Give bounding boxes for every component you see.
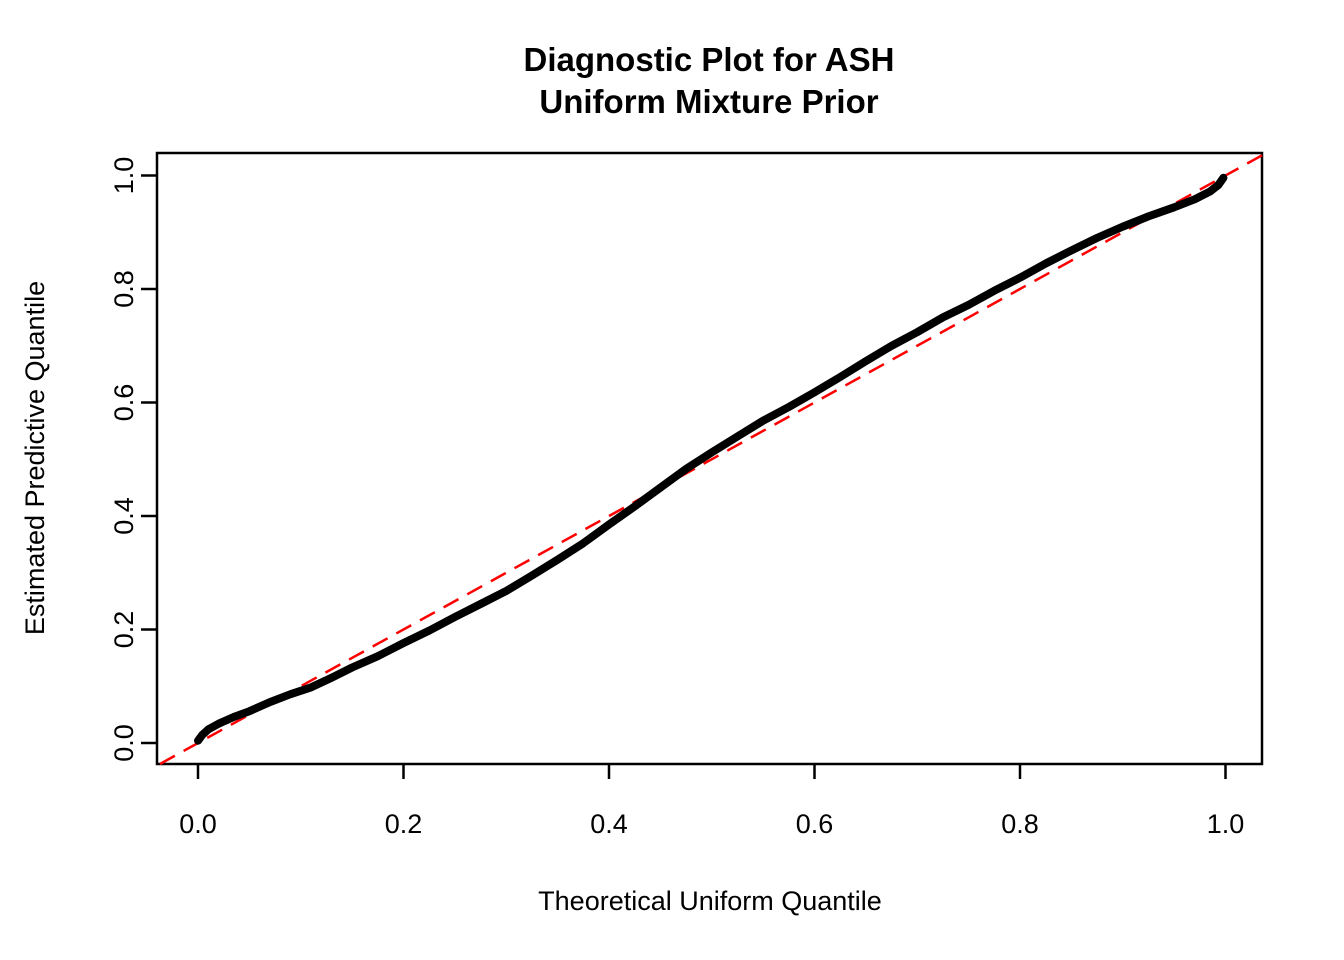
qq-curve <box>194 173 1228 745</box>
chart-title-line2: Uniform Mixture Prior <box>539 83 878 120</box>
y-axis-ticks: 0.0 0.2 0.4 0.6 0.8 1.0 <box>109 157 156 762</box>
x-tick-label: 0.0 <box>179 809 217 839</box>
y-tick-label: 0.4 <box>109 497 139 535</box>
y-tick-label: 0.8 <box>109 270 139 308</box>
x-tick-label: 0.4 <box>590 809 628 839</box>
y-tick-label: 1.0 <box>109 157 139 195</box>
x-axis-ticks: 0.0 0.2 0.4 0.6 0.8 1.0 <box>179 764 1244 839</box>
x-tick-label: 0.8 <box>1001 809 1039 839</box>
y-tick-label: 0.0 <box>109 724 139 762</box>
x-tick-label: 1.0 <box>1207 809 1245 839</box>
x-tick-label: 0.6 <box>796 809 834 839</box>
y-tick-label: 0.2 <box>109 611 139 649</box>
x-tick-label: 0.2 <box>385 809 423 839</box>
identity-reference-line <box>155 153 1264 766</box>
y-axis-label: Estimated Predictive Quantile <box>20 281 50 635</box>
x-axis-label: Theoretical Uniform Quantile <box>538 886 882 916</box>
y-tick-label: 0.6 <box>109 384 139 422</box>
plot-border <box>155 151 1264 766</box>
chart-title-line1: Diagnostic Plot for ASH <box>524 41 895 78</box>
